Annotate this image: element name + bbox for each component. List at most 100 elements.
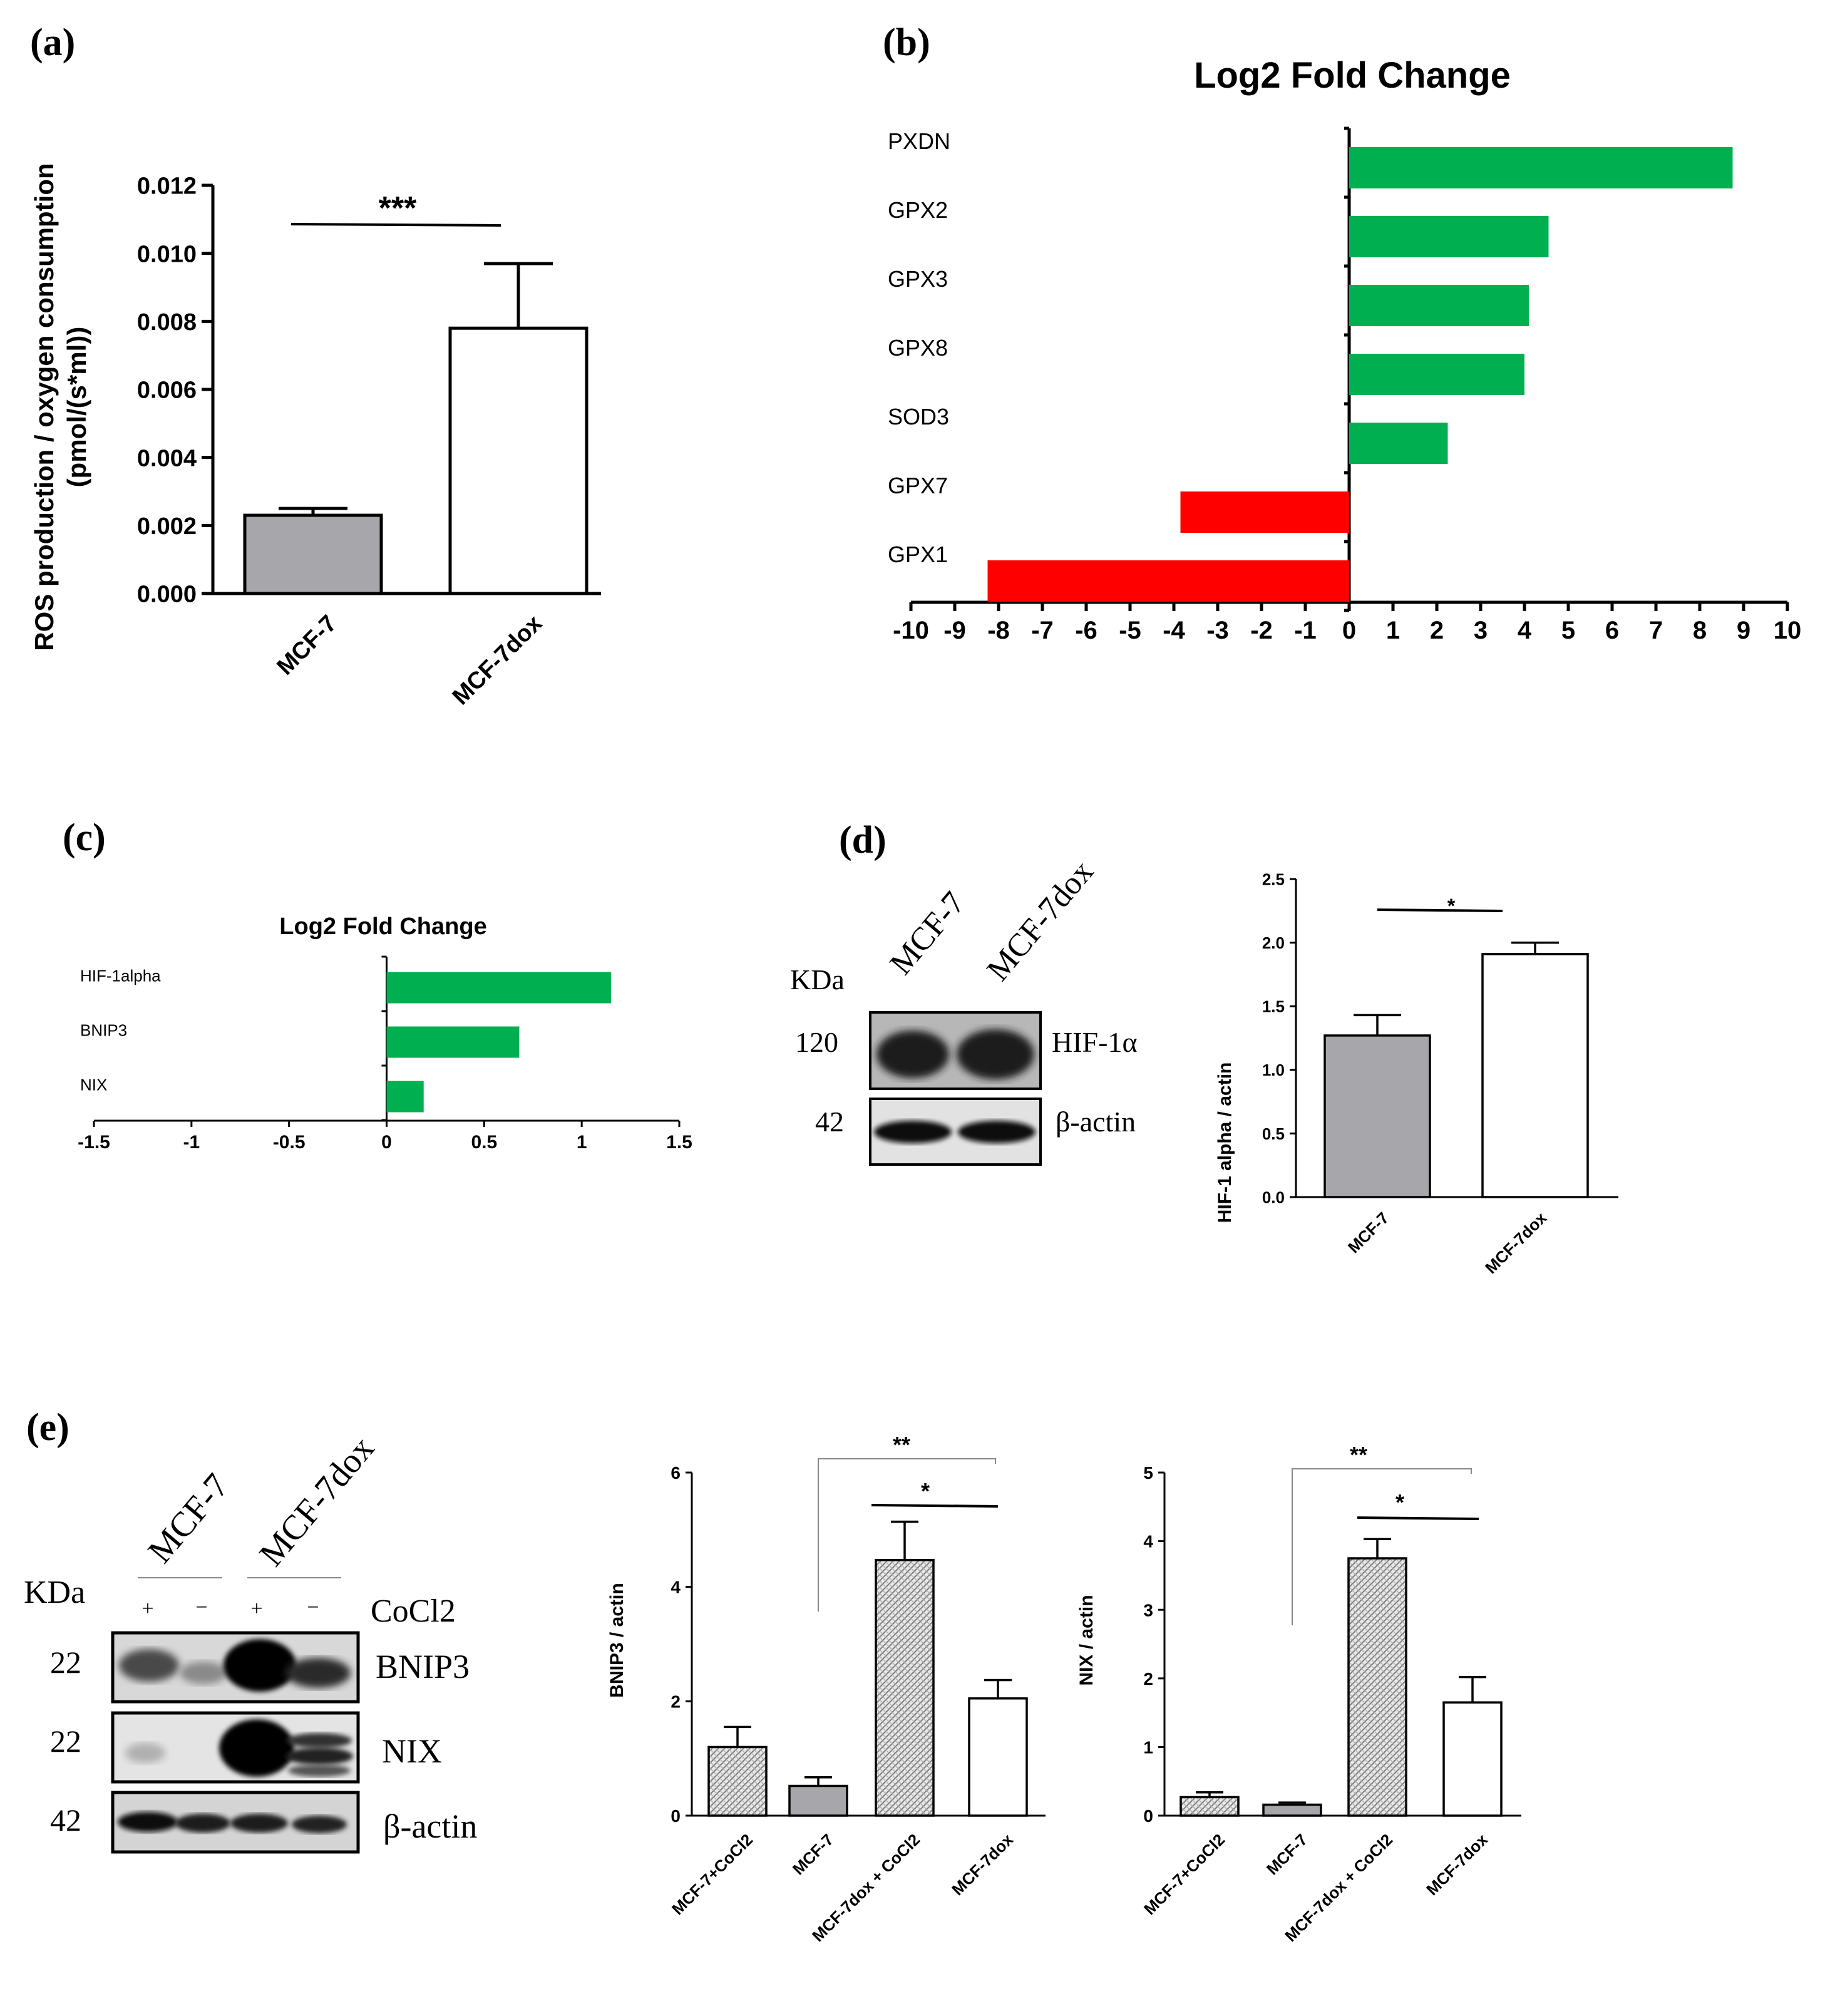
panel-d-band-actin-2 [958,1121,1036,1143]
panel-e-nix-sig-long: ** [1350,1442,1367,1468]
chart-d-category-label: MCF-7dox [1481,1208,1550,1277]
chart-c-bar [386,1026,520,1058]
panel-d-lane-2: MCF-7dox [980,854,1101,988]
chart-b-xtick-label: -6 [1075,617,1097,644]
chart-b-xtick-label: -4 [1163,617,1185,644]
panel-d-band-hif-2 [957,1029,1034,1079]
chart-a-ytick-label: 0.000 [137,582,197,608]
panel-e-band-actin-4 [292,1816,347,1833]
chart-e-bnip3-category-label: MCF-7+CoCl2 [668,1830,756,1918]
panel-e-band-nix-4c [288,1764,351,1777]
chart-a-ytick-label: 0.008 [137,309,197,336]
chart-e-bnip3-ytick-label: 2 [671,1692,681,1711]
panel-d-band-actin-1 [874,1121,952,1143]
panel-e-blot-bnip3-border [111,1631,360,1704]
panel-d-label: (d) [839,819,887,861]
chart-b-bar [1349,354,1524,395]
panel-a-label: (a) [30,21,75,64]
chart-e-nix-ytick-label: 0 [1143,1806,1153,1826]
panel-d-blot-actin-border [869,1098,1042,1166]
chart-b-xtick-label: -2 [1250,617,1273,644]
panel-e-bnip3-ylabel: BNIP3 / actin [607,1583,627,1697]
chart-a-ytick-label: 0.012 [137,173,197,200]
panel-d-kda-label: KDa [790,964,845,995]
chart-b-category-label: PXDN [888,128,950,154]
panel-e-band-bnip3-1 [119,1649,179,1682]
panel-e-blot-actin-border [111,1791,360,1854]
panel-e-blot-nix-border [111,1711,360,1784]
chart-c-xtick-label: 1.5 [666,1132,692,1153]
chart-a-bar [243,513,383,595]
chart-b-category-label: SOD3 [888,404,949,429]
chart-e-nix-ytick-label: 2 [1143,1669,1153,1689]
panel-d-kda-120: 120 [795,1026,838,1058]
chart-b-category-label: GPX7 [888,473,948,498]
panel-e-bnip3-sig-long: ** [893,1432,910,1458]
panel-e-treatment-label: CoCl2 [371,1593,456,1629]
chart-a-category-label: MCF-7 [272,610,342,681]
chart-b-bar [1349,423,1448,464]
chart-b-xtick-label: -8 [987,617,1010,644]
panel-e-row-bnip3: BNIP3 [376,1648,470,1685]
chart-e-nix-category-label: MCF-7dox [1422,1830,1491,1899]
panel-a-ylabel-2: (pmol/(s*ml)) [62,327,91,488]
chart-b-xtick-label: -1 [1294,617,1317,644]
chart-c-xtick-label: -1 [183,1132,200,1153]
chart-a: 0.000 0.002 0.004 0.006 0.008 0.010 0.012 MCF-7… [137,173,601,710]
chart-e-bnip3-ytick-label: 4 [671,1578,681,1597]
chart-e-nix-bar [1180,1796,1240,1817]
chart-e-bnip3-category-label: MCF-7dox [948,1830,1017,1899]
chart-e-nix-bar [1262,1803,1322,1817]
chart-b-xtick-label: -7 [1031,617,1054,644]
chart-a-ytick-label: 0.004 [137,445,197,471]
chart-b-bar [1180,491,1349,533]
chart-b-xtick-label: 9 [1737,617,1750,644]
chart-e-bnip3-bar [875,1558,935,1817]
chart-b-xtick-label: 5 [1561,617,1575,644]
panel-d-lane-1: MCF-7 [883,885,972,982]
chart-e-nix-ytick-label: 3 [1143,1600,1153,1620]
panel-e-band-nix-3 [219,1719,294,1777]
panel-e-kda-actin: 42 [50,1803,81,1838]
chart-b: -10 -9 -8 -7 -6 -5 -4 -3 -2 -1 0 1 2 3 4 5 6 7 8 9 10PXDNGPX… [888,126,1801,644]
chart-c-xtick-label: 0 [381,1132,392,1153]
chart-b-xtick-label: -5 [1119,617,1141,644]
chart-d-bar [1481,953,1589,1198]
panel-e-sign-4: − [307,1596,319,1619]
panel-e-sign-2: − [195,1596,207,1619]
panel-e-band-actin-3 [230,1814,288,1833]
panel-e-kda-nix: 22 [50,1724,81,1759]
chart-c-bar [386,972,611,1004]
chart-b-bar [1349,147,1733,188]
chart-a-ytick-label: 0.002 [137,513,197,540]
panel-d-significance: * [1447,895,1456,917]
panel-d-ylabel: HIF-1 alpha / actin [1215,1062,1235,1223]
panel-e-band-bnip3-4 [285,1658,351,1688]
panel-e: (e) MCF-7 MCF-7dox KDa + − + − CoCl2 22 … [24,1406,1521,1945]
panel-e-blot: MCF-7 MCF-7dox KDa + − + − CoCl2 22 22 4… [24,1429,477,1854]
chart-c-bar [386,1081,424,1113]
chart-e-nix-ytick-label: 4 [1143,1532,1153,1551]
chart-d: 0.0 0.5 1.0 1.5 2.0 2.5 MCF-7 MCF-7dox [1262,870,1618,1277]
panel-e-band-actin-2 [175,1814,230,1833]
chart-c-xtick-label: -0.5 [273,1132,306,1153]
chart-e-nix-category-label: MCF-7 [1263,1830,1311,1878]
panel-e-nix-ylabel: NIX / actin [1076,1595,1097,1685]
chart-b-xtick-label: -9 [943,617,966,644]
chart-c-category-label: NIX [80,1076,107,1094]
chart-b-category-label: GPX8 [888,335,948,361]
panel-e-band-bnip3-2 [180,1662,227,1684]
panel-a-significance-line [290,223,501,227]
panel-e-nix-sig-line [1357,1516,1479,1520]
chart-b-xtick-label: 1 [1386,617,1400,644]
chart-d-ytick-label: 1.5 [1262,997,1285,1016]
panel-e-kda-label: KDa [24,1575,85,1610]
panel-a-ylabel-1: ROS production / oxygen consumption [29,163,59,651]
panel-e-kda-bnip3: 22 [50,1645,81,1680]
chart-e-nix-ytick-label: 5 [1143,1463,1153,1483]
panel-e-band-nix-4a [287,1733,352,1748]
chart-a-bar [448,326,588,595]
chart-e-bnip3-ytick-label: 6 [671,1463,681,1483]
